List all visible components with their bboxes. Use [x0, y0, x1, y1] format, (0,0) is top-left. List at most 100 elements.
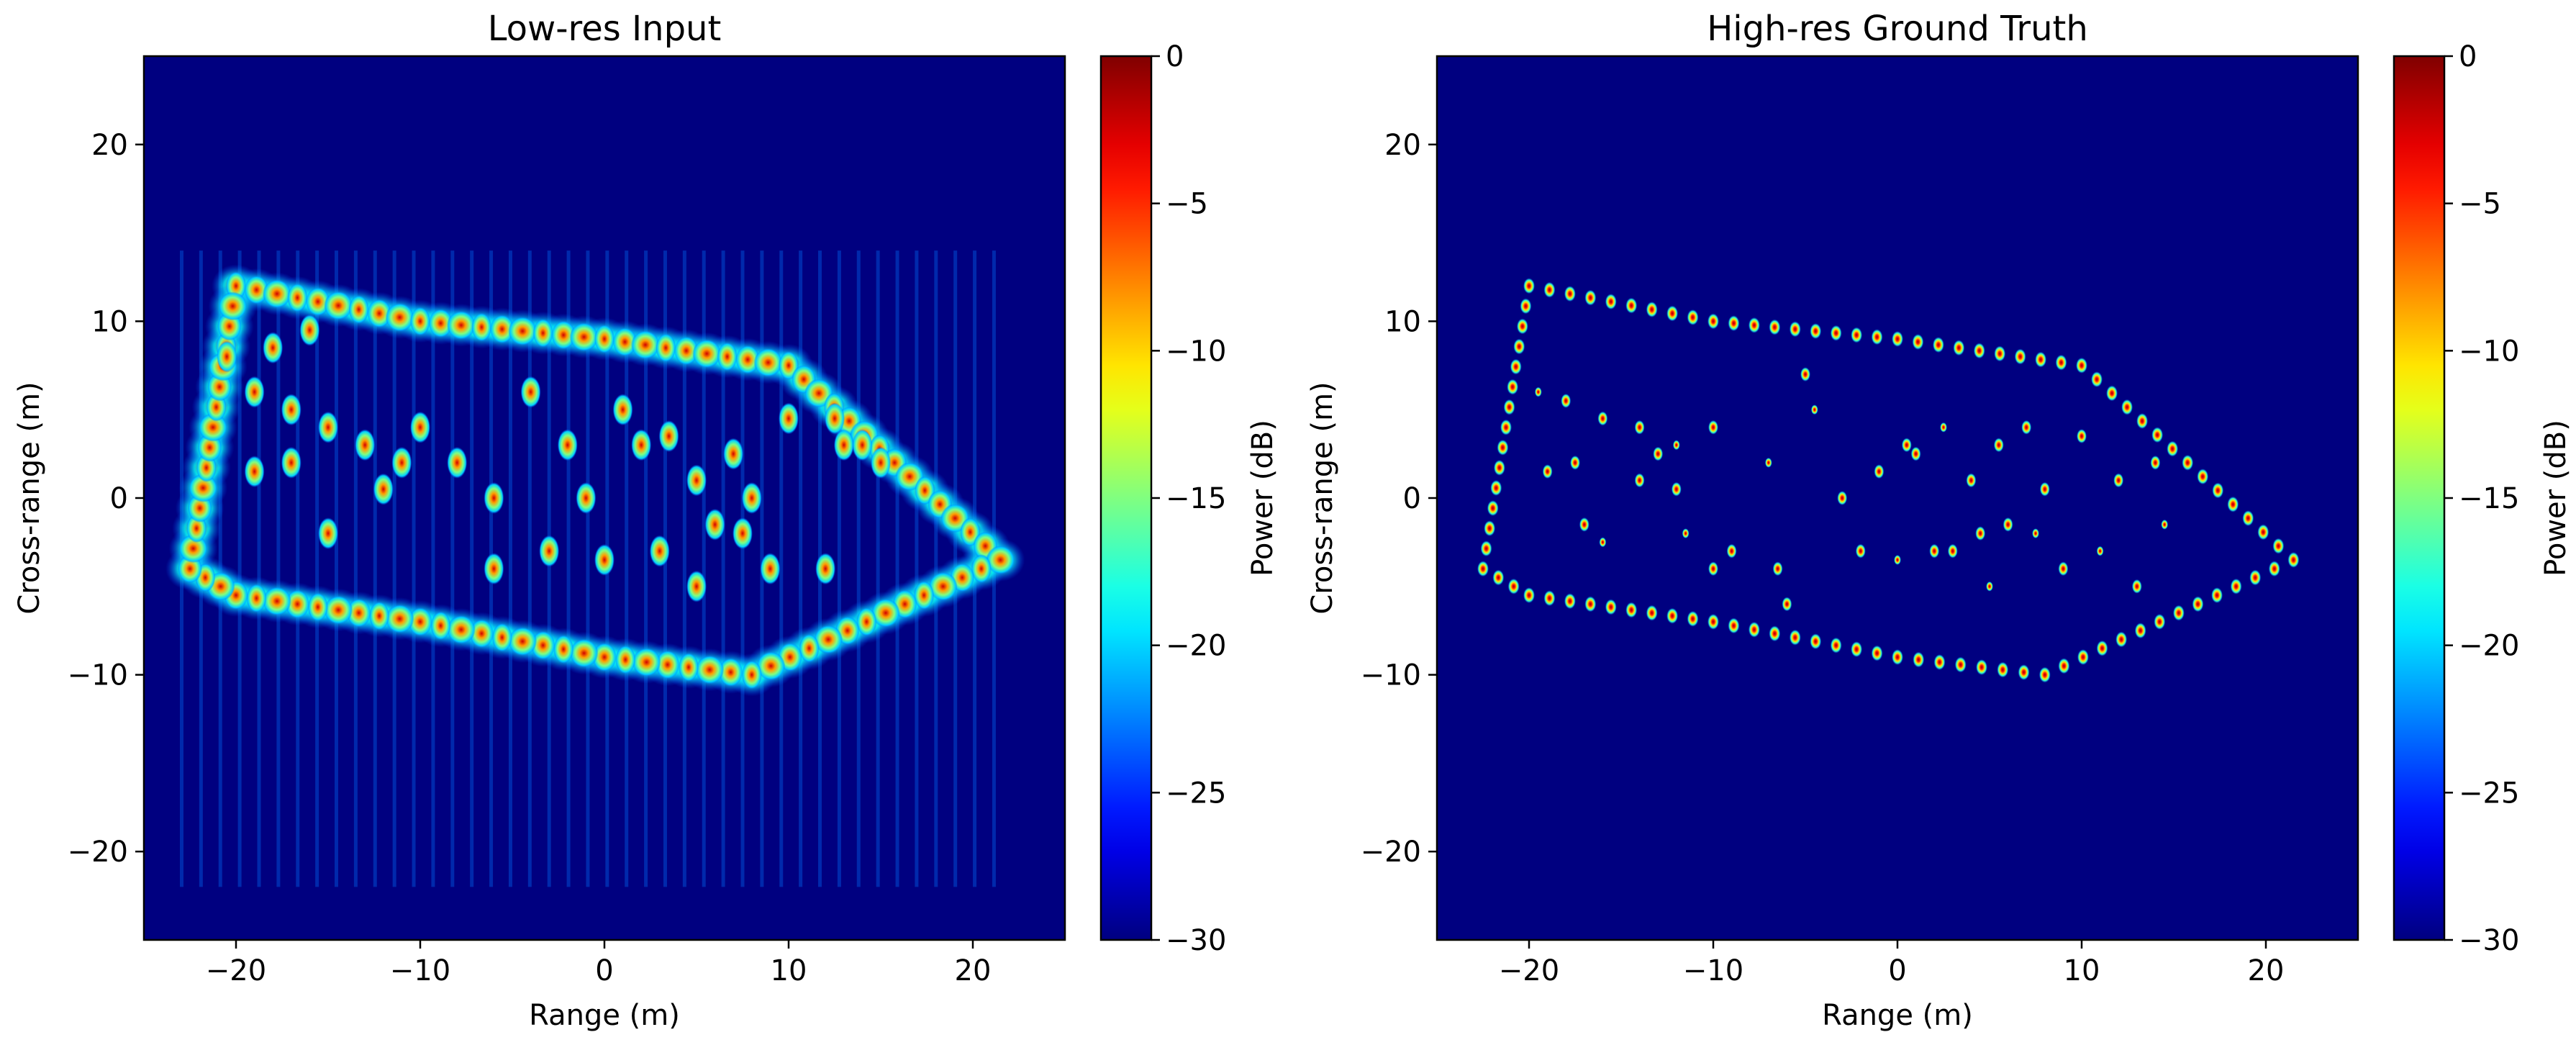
scatterer-blob — [1543, 281, 1556, 298]
scatterer-blob — [871, 598, 900, 628]
scatterer-blob — [1910, 446, 1921, 461]
x-axis-label: Range (m) — [529, 999, 680, 1032]
scatterer-blob — [576, 482, 597, 514]
sidelobe-streak — [508, 250, 512, 887]
sidelobe-streak — [740, 250, 745, 887]
scatterer-blob — [1634, 473, 1645, 488]
scatterer-blob — [1507, 379, 1519, 395]
scatterer-blob — [307, 592, 328, 622]
scatterer-blob — [1682, 528, 1690, 539]
y-tick-label: 0 — [1403, 482, 1421, 515]
scatterer-blob — [1520, 298, 1532, 315]
heatmap-background — [1437, 56, 2358, 940]
scatterer-blob — [1534, 386, 1542, 397]
scatterer-blob — [723, 438, 744, 470]
scatterer-blob — [2131, 579, 2142, 594]
scatterer-blob — [1837, 491, 1848, 505]
scatterer-blob — [287, 283, 308, 312]
scatterer-blob — [217, 340, 237, 373]
scatterer-blob — [369, 601, 390, 630]
scatterer-blob — [262, 587, 291, 616]
x-tick-label: 10 — [2064, 954, 2100, 987]
scatterer-blob — [446, 310, 476, 340]
scatterer-blob — [2227, 496, 2239, 512]
scatterer-blob — [1851, 327, 1863, 343]
scatterer-blob — [1484, 520, 1496, 537]
scatterer-blob — [484, 482, 504, 514]
scatterer-blob — [491, 623, 512, 652]
scatterer-blob — [1947, 543, 1958, 558]
x-tick-label: −20 — [206, 954, 266, 987]
scatterer-blob — [244, 275, 269, 304]
scatterer-blob — [1932, 337, 1944, 353]
scatterer-blob — [1646, 302, 1658, 318]
scatterer-blob — [1625, 297, 1638, 314]
scatterer-blob — [2021, 420, 2032, 435]
scatterer-blob — [1634, 420, 1645, 435]
scatterer-blob — [508, 317, 538, 346]
scatterer-blob — [2077, 429, 2087, 444]
scatterer-blob — [2134, 623, 2146, 639]
scatterer-blob — [986, 545, 1015, 574]
sidelobe-streak — [586, 250, 590, 887]
scatterer-blob — [1507, 578, 1520, 594]
scatterer-blob — [2211, 587, 2223, 604]
scatterer-blob — [385, 604, 414, 633]
scatterer-blob — [1953, 340, 1965, 356]
scatterer-blob — [756, 651, 786, 681]
scatterer-blob — [2055, 354, 2067, 371]
y-tick-label: −20 — [1361, 836, 1421, 869]
scatterer-blob — [1894, 554, 1901, 565]
scatterer-blob — [1892, 330, 1903, 347]
scatterer-blob — [1912, 334, 1924, 350]
scatterer-blob — [557, 429, 578, 461]
scatterer-blob — [2136, 412, 2149, 429]
scatterer-blob — [1480, 540, 1492, 557]
scatterer-blob — [2096, 546, 2104, 556]
scatterer-blob — [1748, 621, 1760, 638]
scatterer-blob — [718, 658, 743, 687]
scatterer-blob — [484, 553, 504, 585]
scatterer-blob — [1789, 629, 1801, 646]
scatterer-blob — [2003, 517, 2013, 532]
scatterer-blob — [735, 345, 761, 374]
scatterer-blob — [1653, 446, 1664, 461]
sidelobe-streak — [353, 250, 358, 887]
y-tick-label: 20 — [1384, 129, 1421, 162]
scatterer-blob — [318, 517, 338, 550]
sidelobe-streak — [296, 250, 300, 887]
scatterer-blob — [1728, 315, 1740, 332]
sidelobe-streak — [799, 250, 803, 887]
sidelobe-streak — [566, 250, 571, 887]
scatterer-blob — [1810, 323, 1822, 340]
scatterer-blob — [612, 327, 638, 357]
scatterer-blob — [1625, 602, 1638, 618]
scatterer-blob — [430, 611, 451, 641]
sidelobe-streak — [276, 250, 281, 887]
scatterer-blob — [285, 589, 310, 619]
scatterer-blob — [1584, 289, 1597, 306]
scatterer-blob — [2268, 561, 2280, 577]
scatterer-blob — [856, 607, 877, 636]
scatterer-blob — [1487, 500, 1499, 517]
scatterer-blob — [2113, 473, 2124, 488]
colorbar-gradient — [2394, 56, 2444, 940]
scatterer-blob — [1940, 422, 1947, 433]
x-tick-label: 20 — [955, 954, 992, 987]
scatterer-blob — [244, 456, 265, 488]
scatterer-blob — [1579, 517, 1589, 532]
scatterer-blob — [2151, 427, 2164, 443]
scatterer-blob — [1994, 345, 2006, 362]
scatterer-blob — [1523, 587, 1535, 604]
scatterer-blob — [612, 394, 633, 426]
scatterer-blob — [779, 402, 799, 435]
scatterer-blob — [373, 473, 394, 505]
scatterer-blob — [385, 302, 414, 332]
x-tick-label: 20 — [2248, 954, 2285, 987]
colorbar-label: Power (dB) — [2539, 420, 2572, 576]
scatterer-blob — [1772, 561, 1783, 576]
scatterer-blob — [1871, 329, 1883, 345]
sidelobe-streak — [721, 250, 725, 887]
sidelobe-streak — [915, 250, 919, 887]
scatterer-blob — [695, 655, 725, 684]
